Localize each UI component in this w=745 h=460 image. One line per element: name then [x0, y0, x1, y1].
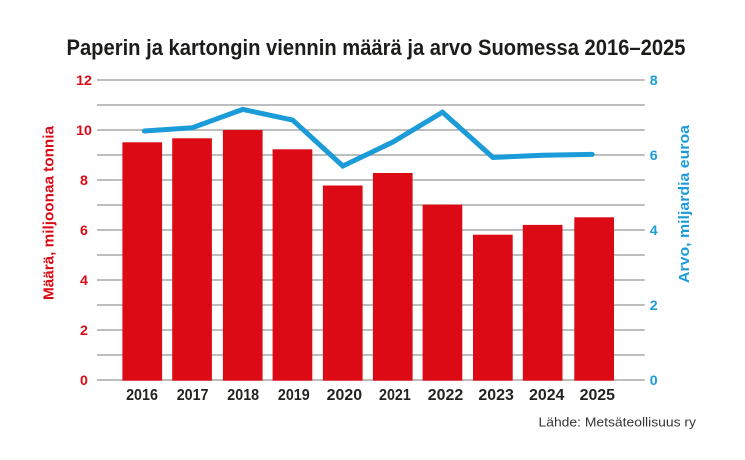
svg-text:Paperin ja kartongin viennin m: Paperin ja kartongin viennin määrä ja ar…	[67, 35, 686, 60]
svg-text:2017: 2017	[177, 387, 209, 404]
svg-text:4: 4	[650, 223, 658, 239]
svg-text:12: 12	[76, 73, 92, 89]
svg-text:6: 6	[650, 148, 658, 164]
svg-text:2024: 2024	[529, 387, 565, 404]
svg-text:Arvo, miljardia euroa: Arvo, miljardia euroa	[677, 124, 693, 283]
svg-text:Lähde: Metsäteollisuus ry: Lähde: Metsäteollisuus ry	[539, 415, 697, 430]
svg-text:6: 6	[80, 223, 88, 239]
svg-text:2022: 2022	[428, 387, 463, 404]
svg-text:2019: 2019	[278, 387, 310, 404]
svg-text:8: 8	[650, 73, 658, 89]
svg-text:2025: 2025	[580, 387, 616, 404]
svg-text:10: 10	[76, 123, 92, 139]
svg-text:4: 4	[80, 273, 88, 289]
svg-text:2: 2	[650, 298, 658, 314]
svg-text:Määrä, miljoonaa tonnia: Määrä, miljoonaa tonnia	[42, 125, 58, 300]
svg-text:2021: 2021	[379, 387, 411, 404]
svg-text:0: 0	[650, 373, 658, 389]
svg-text:2016: 2016	[126, 387, 158, 404]
svg-text:0: 0	[80, 373, 88, 389]
svg-text:2023: 2023	[478, 387, 514, 404]
svg-text:2: 2	[80, 323, 88, 339]
svg-text:8: 8	[80, 173, 88, 189]
svg-text:2018: 2018	[227, 387, 259, 404]
svg-text:2020: 2020	[327, 387, 362, 404]
